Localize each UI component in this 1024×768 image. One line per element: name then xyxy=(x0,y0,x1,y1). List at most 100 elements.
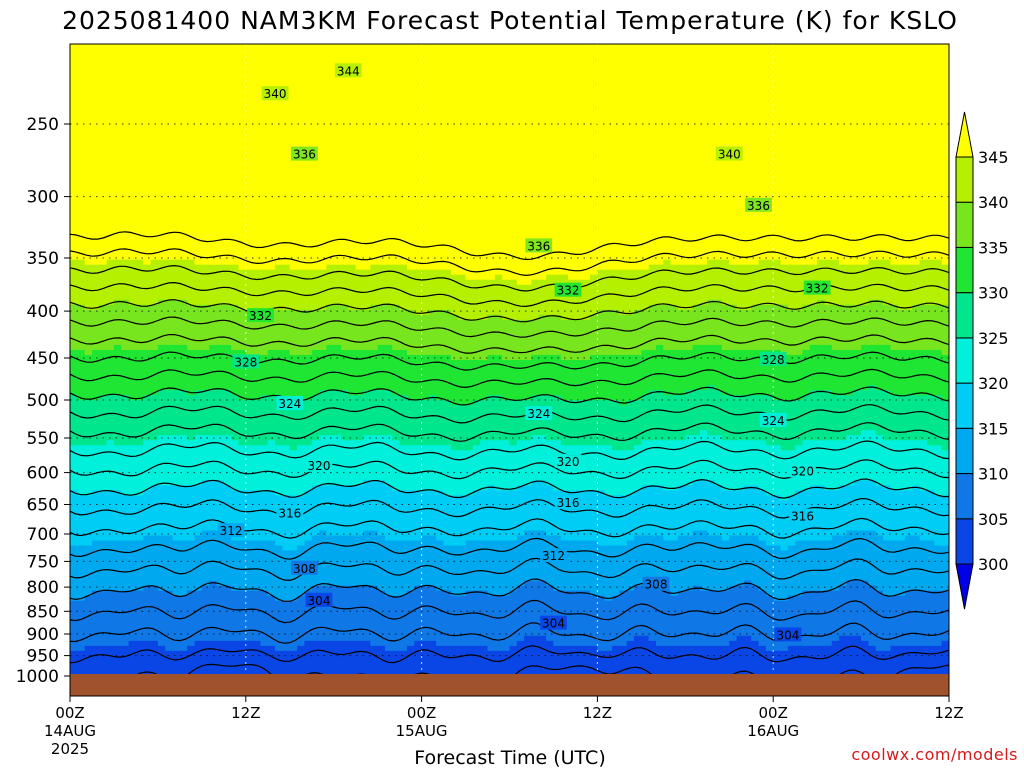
y-tick-label: 400 xyxy=(27,302,59,322)
y-tick-label: 650 xyxy=(27,496,59,516)
contour-label: 304 xyxy=(540,615,567,631)
y-tick-label: 600 xyxy=(27,464,59,484)
contour-332 xyxy=(70,368,949,389)
y-tick-label: 250 xyxy=(27,115,59,135)
contour-label: 320 xyxy=(305,457,333,473)
colorbar-tick-label: 340 xyxy=(978,193,1009,212)
contour-labels: 344 340 340 336 336 336 332 332 332 328 328 324 324 3… xyxy=(217,63,831,642)
contour-label-text: 308 xyxy=(645,578,668,592)
colorbar-tick-label: 305 xyxy=(978,510,1009,529)
x-tick-date: 16AUG xyxy=(747,722,799,740)
y-tick-label: 500 xyxy=(27,391,59,411)
x-tick-year: 2025 xyxy=(51,740,89,758)
contour-label-text: 316 xyxy=(557,496,580,510)
colorbar-tick-label: 335 xyxy=(978,238,1009,257)
contour-label: 320 xyxy=(789,463,816,478)
contour-312 xyxy=(70,557,949,582)
contour-label: 336 xyxy=(745,197,772,213)
contour-334 xyxy=(70,351,949,371)
contour-label: 328 xyxy=(759,351,787,367)
contour-label-text: 324 xyxy=(278,397,301,411)
plot-frame xyxy=(69,43,950,697)
contour-label: 312 xyxy=(217,523,245,538)
colorbar-segment xyxy=(955,201,974,248)
y-axis: 250 300 350 400 450 500 550 600 650 700 750 800 850 9… xyxy=(16,115,70,687)
contour-label-text: 332 xyxy=(557,284,580,298)
contour-304 xyxy=(70,645,949,664)
contour-label-text: 336 xyxy=(747,199,770,213)
contour-348 xyxy=(70,231,949,261)
colorbar-segment xyxy=(955,518,974,565)
contour-label: 340 xyxy=(261,86,289,101)
contour-344 xyxy=(70,264,949,292)
contour-label: 332 xyxy=(803,280,831,296)
contour-336 xyxy=(70,334,949,354)
colorbar-segment xyxy=(955,337,974,384)
x-tick-date: 14AUG xyxy=(44,722,96,740)
y-tick-label: 1000 xyxy=(16,667,59,687)
contour-label-text: 332 xyxy=(806,282,829,296)
x-axis-label: Forecast Time (UTC) xyxy=(414,747,605,768)
colorbar-tick-label: 315 xyxy=(978,419,1009,438)
contour-328 xyxy=(70,404,949,424)
contour-label-text: 316 xyxy=(278,507,301,521)
contour-label-text: 316 xyxy=(791,510,814,524)
contour-324 xyxy=(70,440,949,461)
contour-label-text: 332 xyxy=(249,309,272,323)
contour-label: 304 xyxy=(305,592,333,608)
contour-label-text: 328 xyxy=(234,355,257,369)
x-tick-label: 12Z xyxy=(934,704,963,722)
contour-label-text: 340 xyxy=(718,148,741,162)
y-tick-label: 450 xyxy=(27,349,59,369)
contour-label: 308 xyxy=(642,576,670,592)
colorbar-tick-label: 320 xyxy=(978,374,1009,393)
contour-label-text: 304 xyxy=(542,617,565,631)
contour-346 xyxy=(70,248,949,277)
contour-label-text: 336 xyxy=(527,239,550,253)
contour-label: 332 xyxy=(554,282,582,298)
y-tick-label: 850 xyxy=(27,602,59,622)
contour-338 xyxy=(70,316,949,338)
colorbar-segment xyxy=(955,246,974,294)
y-tick-label: 900 xyxy=(27,625,59,645)
contour-label: 324 xyxy=(525,406,553,421)
credit-link[interactable]: coolwx.com/models xyxy=(851,745,1018,764)
contour-label-text: 312 xyxy=(220,524,243,538)
contour-label-text: 324 xyxy=(762,414,785,428)
contour-label: 312 xyxy=(540,548,567,563)
y-tick-label: 750 xyxy=(27,552,59,572)
contour-label: 316 xyxy=(554,495,582,510)
colorbar-tick-label: 325 xyxy=(978,329,1009,348)
contour-label-text: 308 xyxy=(293,562,316,576)
contour-342 xyxy=(70,281,949,308)
colorbar-segment xyxy=(955,382,974,429)
contour-316 xyxy=(70,517,949,539)
contour-label: 336 xyxy=(525,238,553,253)
contour-label: 320 xyxy=(554,453,582,469)
contour-310 xyxy=(70,578,949,602)
contour-314 xyxy=(70,537,949,560)
grid xyxy=(70,44,949,696)
colorbar-tick-label: 300 xyxy=(978,555,1009,574)
contour-label-text: 320 xyxy=(308,459,331,473)
contour-label: 344 xyxy=(334,63,362,78)
contour-label: 332 xyxy=(247,308,274,323)
contour-label: 308 xyxy=(291,560,318,576)
colorbar-tick-label: 310 xyxy=(978,465,1009,484)
contour-label: 340 xyxy=(715,146,743,162)
y-tick-label: 350 xyxy=(27,249,59,269)
colorbar-segment xyxy=(955,427,974,474)
ground-surface xyxy=(70,674,949,696)
colorbar-extend-high xyxy=(955,111,974,158)
contour-label-text: 340 xyxy=(264,87,287,101)
contour-label: 336 xyxy=(291,146,318,162)
contour-308 xyxy=(70,599,949,624)
contour-330 xyxy=(70,386,949,406)
x-tick-label: 00Z xyxy=(55,704,84,722)
contour-label: 316 xyxy=(276,505,304,521)
contour-label: 324 xyxy=(759,412,787,428)
contour-label: 316 xyxy=(789,508,816,524)
contour-label-text: 320 xyxy=(557,455,580,469)
